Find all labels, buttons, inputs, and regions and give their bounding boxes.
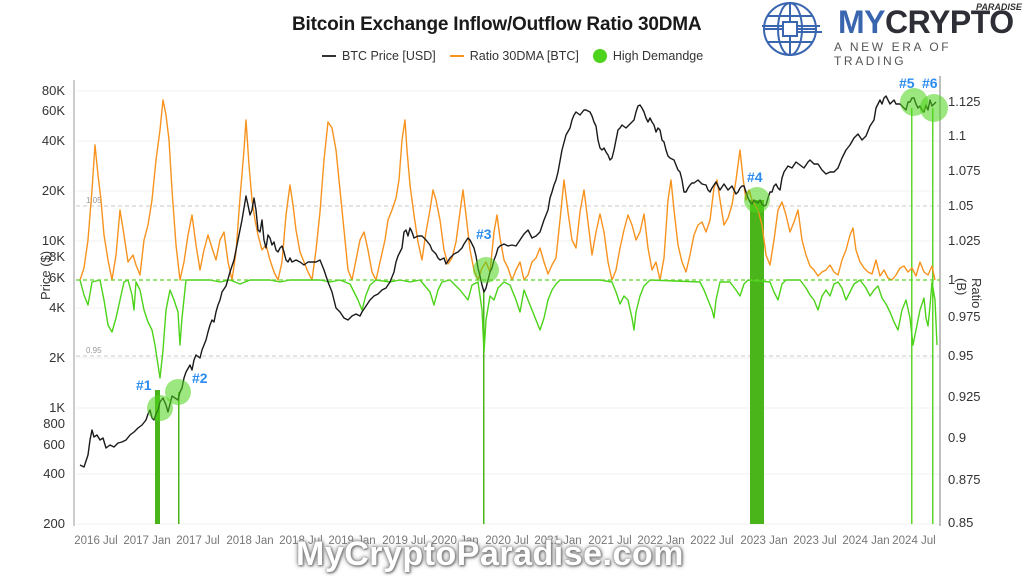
y-tick-left: 80K [41, 83, 65, 98]
x-tick: 2023 Jan [740, 535, 788, 547]
ratio-line-above [79, 99, 936, 281]
btc-price-line [79, 95, 937, 468]
legend-item-high-demand[interactable]: High Demandge [592, 49, 704, 63]
globe-icon [762, 2, 822, 56]
x-tick: 2023 Jul [793, 535, 837, 547]
x-tick: 2022 Jul [690, 535, 734, 547]
y-tick-left: 2K [49, 350, 65, 365]
left-axis-title: Price ($) [38, 250, 53, 300]
x-tick: 2017 Jan [123, 535, 171, 547]
high-demand-markers [147, 88, 948, 421]
chart-legend: BTC Price [USD] Ratio 30DMA [BTC] High D… [322, 49, 703, 63]
ref-label-0.95: 0.95 [86, 346, 102, 355]
annotation-3: #3 [476, 226, 492, 242]
legend-label: Ratio 30DMA [BTC] [469, 49, 579, 63]
x-tick: 2019 Jan [328, 535, 376, 547]
right-axis-title: Ratio (B) [954, 278, 984, 309]
y-tick-left: 40K [41, 133, 65, 148]
y-tick-left: 60K [41, 103, 65, 118]
marker-6 [920, 94, 948, 122]
y-tick-right: 1.125 [948, 94, 981, 109]
y-tick-left: 10K [41, 233, 65, 248]
marker-4 [744, 187, 770, 213]
marker-1 [147, 395, 173, 421]
x-tick: 2018 Jul [279, 535, 323, 547]
y-tick-right: 0.875 [948, 472, 981, 487]
marker-3 [473, 257, 499, 283]
annotation-6: #6 [922, 75, 938, 91]
brand-name: MYCRYPTO [838, 6, 1014, 38]
y-tick-right: 1.1 [948, 128, 967, 143]
legend-swatch-ratio [449, 55, 464, 57]
x-tick: 2020 Jul [485, 535, 529, 547]
annotation-1: #1 [136, 377, 152, 393]
x-tick: 2017 Jul [176, 535, 220, 547]
y-tick-left: 400 [43, 466, 65, 481]
legend-swatch-high-demand [592, 49, 607, 63]
x-tick: 2022 Jan [637, 535, 685, 547]
chart-title: Bitcoin Exchange Inflow/Outflow Ratio 30… [292, 14, 702, 35]
x-tick: 2024 Jan [842, 535, 890, 547]
x-tick: 2019 Jul [382, 535, 426, 547]
y-tick-left: 4K [49, 300, 65, 315]
x-tick: 2020 Jan [431, 535, 479, 547]
x-tick: 2018 Jan [226, 535, 274, 547]
legend-label: BTC Price [USD] [342, 49, 436, 63]
y-tick-right: 1.075 [948, 163, 981, 178]
y-tick-right: 0.9 [948, 430, 967, 445]
legend-swatch-btc-price [322, 55, 336, 57]
x-tick: 2024 Jul [892, 535, 936, 547]
y-tick-right: 1 [948, 272, 956, 287]
gridlines [76, 90, 940, 525]
brand-crypto: CRYPTO [885, 4, 1014, 40]
brand-logo: MYCRYPTO PARADISE A NEW ERA OF TRADING [756, 0, 1024, 68]
watermark: MyCryptoParadise.com [296, 535, 684, 573]
ref-label-1.05: 1.05 [86, 196, 102, 205]
ratio-line-below [79, 279, 938, 379]
marker-2 [165, 379, 191, 405]
y-tick-left: 800 [43, 416, 65, 431]
y-tick-left: 200 [43, 516, 65, 531]
y-tick-right: 1.025 [948, 233, 981, 248]
y-tick-right: 0.975 [948, 309, 981, 324]
legend-item-btc-price[interactable]: BTC Price [USD] [322, 49, 436, 63]
y-tick-left: 8K [49, 249, 65, 264]
x-tick: 2016 Jul [74, 535, 118, 547]
y-tick-right: 0.85 [948, 515, 974, 530]
legend-item-ratio[interactable]: Ratio 30DMA [BTC] [449, 49, 579, 63]
y-tick-right: 1.05 [948, 198, 974, 213]
annotation-4: #4 [747, 169, 763, 185]
annotation-2: #2 [192, 370, 208, 386]
y-tick-left: 1K [49, 400, 65, 415]
legend-label: High Demandge [612, 49, 704, 63]
y-tick-left: 20K [41, 183, 65, 198]
y-tick-left: 6K [49, 270, 65, 285]
annotation-5: #5 [899, 75, 915, 91]
y-tick-right: 0.925 [948, 389, 981, 404]
brand-suffix: PARADISE [976, 2, 1022, 12]
y-tick-left: 600 [43, 437, 65, 452]
brand-my: MY [838, 4, 886, 40]
y-tick-right: 0.95 [948, 348, 974, 363]
x-tick: 2021 Jul [588, 535, 632, 547]
brand-tagline: A NEW ERA OF TRADING [834, 40, 952, 68]
x-tick: 2021 Jan [534, 535, 582, 547]
